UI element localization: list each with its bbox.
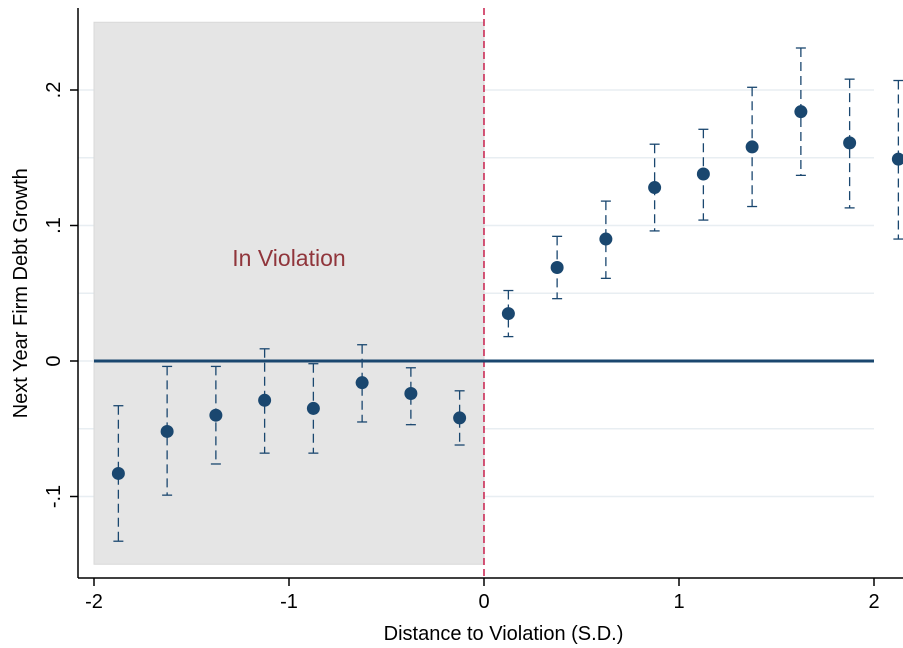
- data-point: [209, 408, 223, 422]
- data-point: [794, 105, 808, 119]
- x-tick-label: 0: [478, 591, 489, 613]
- data-point: [599, 232, 613, 246]
- y-axis-ticks: -.1 0 .1 .2: [43, 82, 78, 508]
- x-tick-label: 1: [673, 591, 684, 613]
- data-point: [404, 387, 418, 401]
- point-estimates: [111, 105, 903, 480]
- x-tick-label: 2: [868, 591, 879, 613]
- data-point: [355, 376, 369, 390]
- y-axis-title: Next Year Firm Debt Growth: [10, 168, 32, 418]
- data-point: [111, 466, 125, 480]
- x-axis-ticks: -2 -1 0 1 2: [85, 578, 880, 613]
- data-point: [501, 307, 515, 321]
- x-tick-label: -1: [280, 591, 298, 613]
- x-axis-title: Distance to Violation (S.D.): [384, 623, 624, 645]
- data-point: [550, 261, 564, 275]
- x-tick-label: -2: [85, 591, 103, 613]
- data-point: [891, 152, 903, 166]
- y-tick-label: -.1: [43, 485, 65, 508]
- in-violation-annotation: In Violation: [232, 245, 345, 271]
- data-point: [843, 136, 857, 150]
- y-tick-label: 0: [43, 355, 65, 366]
- y-tick-label: .2: [43, 82, 65, 99]
- data-point: [453, 411, 467, 425]
- axes: [77, 8, 903, 579]
- y-tick-label: .1: [43, 217, 65, 234]
- data-point: [160, 424, 174, 438]
- data-point: [745, 140, 759, 154]
- data-point: [306, 401, 320, 415]
- data-point: [258, 393, 272, 407]
- data-point: [696, 167, 710, 181]
- data-point: [648, 181, 662, 195]
- violation-shaded-region: [93, 21, 485, 565]
